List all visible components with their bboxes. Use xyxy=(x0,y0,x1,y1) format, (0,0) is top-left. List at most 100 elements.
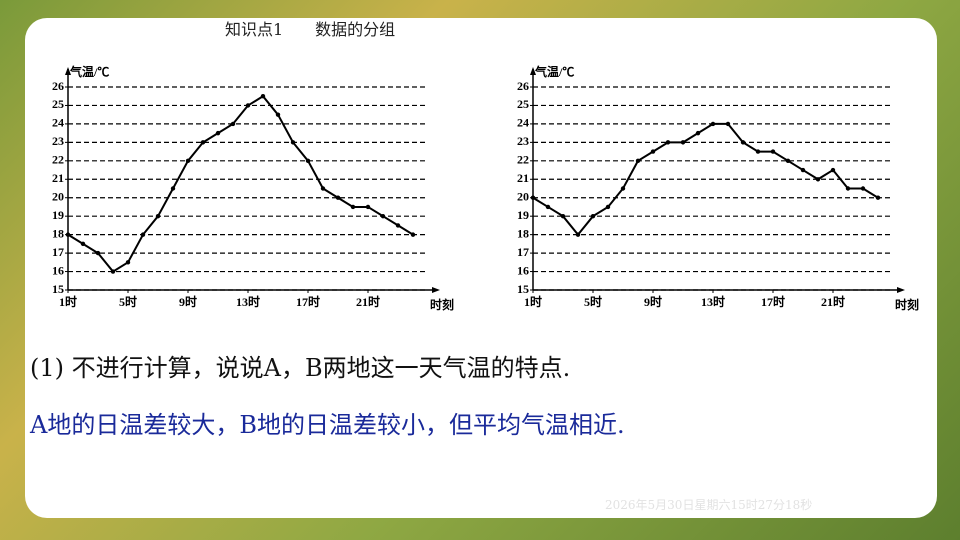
question: (1) 不进行计算，说说A，B两地这一天气温的特点. xyxy=(30,354,571,382)
y-tick-label: 18 xyxy=(517,226,529,240)
point xyxy=(755,149,761,154)
point xyxy=(875,195,881,200)
x-tick-label: 21时 xyxy=(821,294,845,309)
point xyxy=(770,149,776,154)
point xyxy=(845,186,851,191)
y-tick-label: 15 xyxy=(52,282,64,296)
x-tick-label: 1时 xyxy=(59,294,77,309)
point xyxy=(680,140,686,145)
answer: A地的日温差较大，B地的日温差较小，但平均气温相近. xyxy=(30,411,625,439)
point xyxy=(590,213,596,219)
point xyxy=(710,121,716,127)
point xyxy=(65,232,71,237)
y-tick-label: 21 xyxy=(52,171,64,185)
point xyxy=(110,269,116,274)
point xyxy=(365,204,371,210)
y-tick-label: 19 xyxy=(52,208,64,222)
point xyxy=(560,213,566,219)
line xyxy=(532,122,879,237)
y-tick-label: 22 xyxy=(52,153,64,167)
y-tick-label: 20 xyxy=(517,189,529,203)
y-tick-label: 16 xyxy=(52,263,64,277)
point xyxy=(275,112,281,117)
point xyxy=(800,167,806,173)
x-axis-label: 时刻 xyxy=(430,297,454,312)
point xyxy=(335,195,341,200)
point xyxy=(860,186,866,191)
x-tick-label: 1时 xyxy=(524,294,542,309)
point xyxy=(635,158,641,164)
y-axis-arrow xyxy=(530,67,536,75)
y-axis-arrow xyxy=(65,67,71,75)
y-tick-label: 16 xyxy=(517,263,529,277)
content-panel xyxy=(25,18,937,518)
y-axis-label: 气温/℃ xyxy=(534,64,574,79)
point xyxy=(215,130,221,136)
point xyxy=(605,204,611,210)
y-axis-label: 气温/℃ xyxy=(69,64,109,79)
x-tick-label: 9时 xyxy=(644,294,662,309)
point xyxy=(80,241,86,247)
x-tick-label: 17时 xyxy=(761,294,785,309)
line xyxy=(67,94,414,273)
y-tick-label: 25 xyxy=(517,97,529,111)
section-header: 知识点1 数据的分组 xyxy=(225,20,396,39)
point xyxy=(410,232,416,237)
point xyxy=(545,204,551,210)
point xyxy=(320,186,326,191)
y-tick-label: 17 xyxy=(517,245,529,259)
y-tick-label: 19 xyxy=(517,208,529,222)
point xyxy=(380,213,386,219)
point xyxy=(695,130,701,136)
point xyxy=(230,121,236,127)
point xyxy=(200,140,206,145)
point xyxy=(245,103,251,108)
point xyxy=(725,121,731,127)
point xyxy=(785,158,791,164)
point xyxy=(290,140,296,145)
point xyxy=(830,167,836,173)
y-tick-label: 26 xyxy=(52,79,64,93)
y-tick-label: 25 xyxy=(52,97,64,111)
point xyxy=(170,186,176,191)
y-tick-label: 23 xyxy=(517,134,529,148)
y-tick-label: 24 xyxy=(517,116,529,130)
point xyxy=(350,204,356,210)
point xyxy=(620,186,626,191)
x-tick-label: 9时 xyxy=(179,294,197,309)
point xyxy=(305,158,311,164)
point xyxy=(740,140,746,145)
y-tick-label: 26 xyxy=(517,79,529,93)
point xyxy=(125,260,131,265)
x-axis-arrow xyxy=(432,287,440,293)
point xyxy=(95,250,101,256)
y-tick-label: 23 xyxy=(52,134,64,148)
timestamp: 2026年5月30日星期六15时27分18秒 xyxy=(605,498,813,512)
point xyxy=(395,223,401,228)
x-tick-label: 17时 xyxy=(296,294,320,309)
y-tick-label: 24 xyxy=(52,116,64,130)
point xyxy=(140,232,146,237)
y-tick-label: 20 xyxy=(52,189,64,203)
point xyxy=(575,232,581,237)
x-axis-arrow xyxy=(897,287,905,293)
point xyxy=(260,94,266,99)
y-tick-label: 18 xyxy=(52,226,64,240)
x-tick-label: 21时 xyxy=(356,294,380,309)
y-tick-label: 17 xyxy=(52,245,64,259)
point xyxy=(815,177,821,182)
x-tick-label: 13时 xyxy=(701,294,725,309)
x-tick-label: 5时 xyxy=(119,294,137,309)
point xyxy=(665,140,671,145)
point xyxy=(530,195,536,200)
x-axis-label: 时刻 xyxy=(895,297,919,312)
y-tick-label: 22 xyxy=(517,153,529,167)
point xyxy=(155,213,161,219)
point xyxy=(185,158,191,164)
x-tick-label: 5时 xyxy=(584,294,602,309)
y-tick-label: 15 xyxy=(517,282,529,296)
x-tick-label: 13时 xyxy=(236,294,260,309)
point xyxy=(650,149,656,154)
